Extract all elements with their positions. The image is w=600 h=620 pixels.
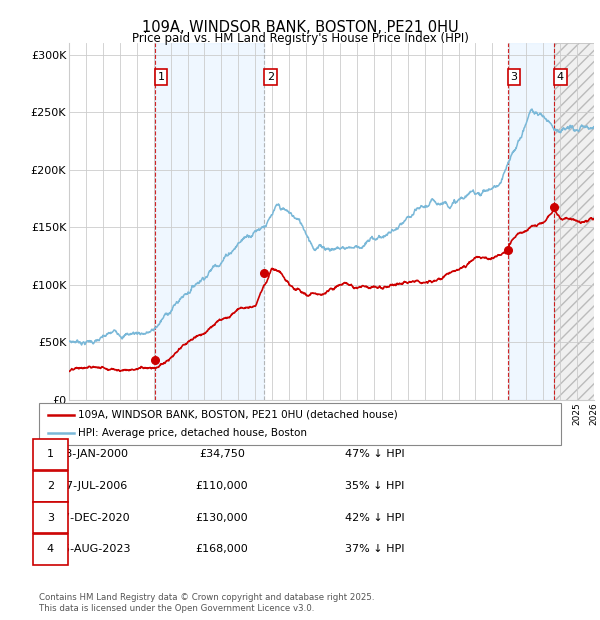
Text: 35% ↓ HPI: 35% ↓ HPI <box>345 481 404 491</box>
Text: 109A, WINDSOR BANK, BOSTON, PE21 0HU (detached house): 109A, WINDSOR BANK, BOSTON, PE21 0HU (de… <box>78 410 398 420</box>
Text: 2: 2 <box>266 73 274 82</box>
Text: 07-DEC-2020: 07-DEC-2020 <box>56 513 130 523</box>
Text: 4: 4 <box>47 544 54 554</box>
Text: 3: 3 <box>511 73 518 82</box>
Text: £130,000: £130,000 <box>196 513 248 523</box>
Text: 4: 4 <box>557 73 564 82</box>
Text: 1: 1 <box>47 450 54 459</box>
Text: 2: 2 <box>47 481 54 491</box>
Bar <box>554 43 600 400</box>
Text: 07-JUL-2006: 07-JUL-2006 <box>59 481 127 491</box>
Text: 37% ↓ HPI: 37% ↓ HPI <box>345 544 404 554</box>
Text: £110,000: £110,000 <box>196 481 248 491</box>
Text: £34,750: £34,750 <box>199 450 245 459</box>
Text: 1: 1 <box>158 73 164 82</box>
Text: 47% ↓ HPI: 47% ↓ HPI <box>345 450 404 459</box>
Text: 25-AUG-2023: 25-AUG-2023 <box>56 544 130 554</box>
Text: Price paid vs. HM Land Registry's House Price Index (HPI): Price paid vs. HM Land Registry's House … <box>131 32 469 45</box>
Text: £168,000: £168,000 <box>196 544 248 554</box>
Text: Contains HM Land Registry data © Crown copyright and database right 2025.
This d: Contains HM Land Registry data © Crown c… <box>39 593 374 613</box>
Text: 28-JAN-2000: 28-JAN-2000 <box>58 450 128 459</box>
Text: 109A, WINDSOR BANK, BOSTON, PE21 0HU: 109A, WINDSOR BANK, BOSTON, PE21 0HU <box>142 20 458 35</box>
Text: HPI: Average price, detached house, Boston: HPI: Average price, detached house, Bost… <box>78 428 307 438</box>
Bar <box>155 43 264 400</box>
Bar <box>508 43 554 400</box>
Text: 42% ↓ HPI: 42% ↓ HPI <box>345 513 404 523</box>
Bar <box>554 43 600 400</box>
Text: 3: 3 <box>47 513 54 523</box>
